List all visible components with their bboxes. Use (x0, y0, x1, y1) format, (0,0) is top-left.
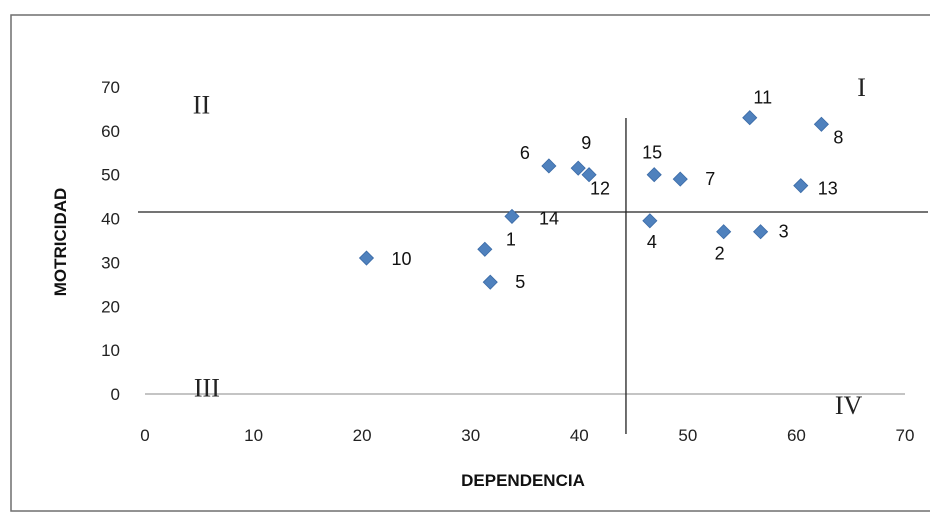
data-point-marker (813, 116, 829, 132)
y-axis-title: MOTRICIDAD (51, 188, 70, 297)
x-tick-labels: 0 10 20 30 40 50 60 70 (140, 426, 914, 445)
data-point-marker (753, 224, 769, 240)
data-point-marker (793, 178, 809, 194)
data-point-label: 1 (506, 229, 516, 249)
data-point-marker (541, 158, 557, 174)
y-tick-labels: 0 10 20 30 40 50 60 70 (101, 78, 120, 404)
quadrant-label: II (193, 91, 210, 120)
data-point-label: 8 (833, 127, 843, 147)
data-point-label: 2 (715, 244, 725, 264)
quadrant-label: III (194, 373, 220, 402)
x-tick-label: 10 (244, 426, 263, 445)
data-point-marker (646, 167, 662, 183)
x-axis-title: DEPENDENCIA (461, 471, 585, 490)
y-tick-label: 20 (101, 297, 120, 316)
y-tick-label: 50 (101, 166, 120, 185)
data-point-label: 7 (705, 169, 715, 189)
data-point-marker (358, 250, 375, 266)
data-point-marker (716, 224, 732, 240)
data-point-marker (642, 213, 658, 229)
y-tick-label: 30 (101, 253, 120, 272)
y-tick-label: 60 (101, 122, 120, 141)
data-point-label: 6 (520, 143, 530, 163)
data-point-marker (742, 110, 758, 126)
data-point-label: 11 (753, 88, 772, 108)
data-point-label: 4 (647, 232, 657, 252)
y-tick-label: 0 (111, 385, 120, 404)
y-tick-label: 40 (101, 210, 120, 229)
data-point-marker (570, 160, 586, 176)
data-point-marker (581, 167, 597, 183)
data-point-label: 5 (515, 272, 525, 292)
data-point-label: 9 (581, 133, 591, 153)
x-tick-label: 20 (353, 426, 372, 445)
data-point-label: 14 (539, 208, 559, 228)
data-point-marker (477, 241, 493, 257)
x-tick-label: 70 (896, 426, 915, 445)
quadrant-label: IV (835, 391, 863, 420)
x-tick-label: 30 (461, 426, 480, 445)
quadrant-lines (138, 118, 928, 434)
y-tick-label: 70 (101, 78, 120, 97)
data-point-label: 13 (818, 179, 838, 199)
x-tick-label: 0 (140, 426, 149, 445)
data-point-label: 10 (391, 249, 411, 269)
x-tick-label: 40 (570, 426, 589, 445)
x-tick-label: 60 (787, 426, 806, 445)
data-point-label: 15 (642, 143, 662, 163)
data-point-marker (482, 274, 498, 290)
data-point-label: 3 (779, 222, 789, 242)
x-tick-label: 50 (678, 426, 697, 445)
data-point-marker (672, 171, 688, 187)
chart-border (10, 14, 930, 512)
y-tick-label: 10 (101, 341, 120, 360)
data-point-marker (504, 208, 520, 224)
quadrant-label: I (857, 73, 866, 102)
data-point-label: 12 (590, 179, 610, 199)
